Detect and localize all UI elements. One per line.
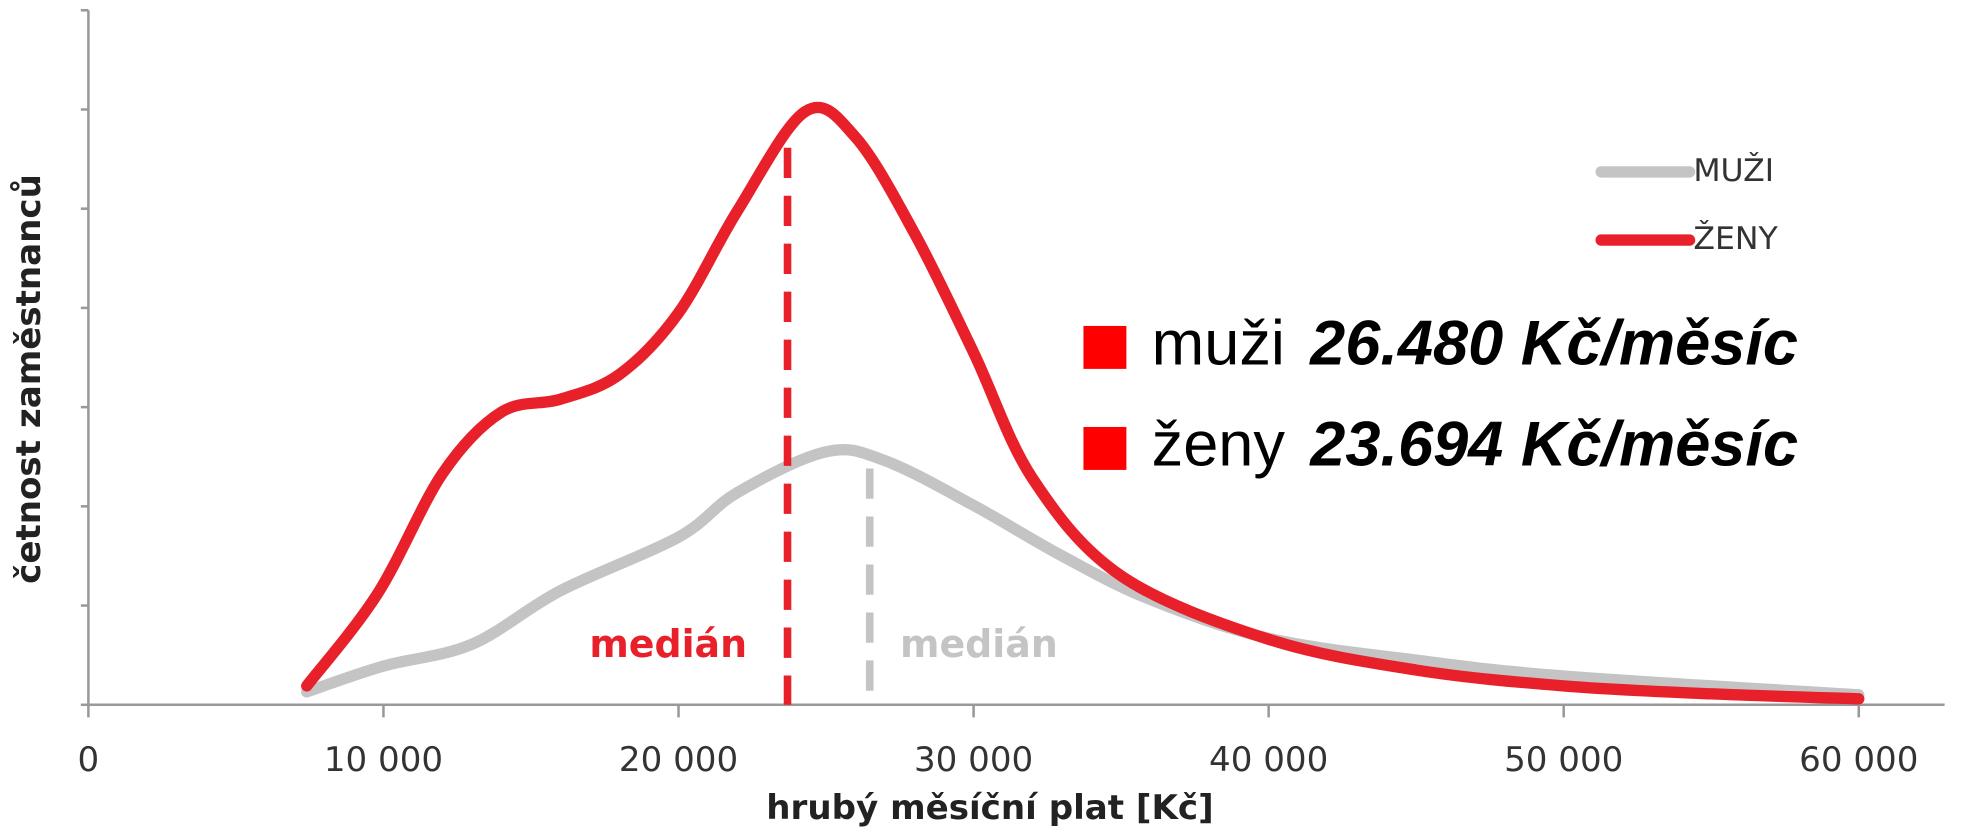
- y-axis-title: četnost zaměstnanců: [9, 174, 49, 584]
- median-label: medián: [589, 622, 747, 666]
- x-tick-label: 0: [78, 740, 100, 780]
- annotation-box: [1083, 325, 1127, 369]
- x-tick-label: 30 000: [914, 740, 1033, 780]
- annotation-value: 26.480 Kč/měsíc: [1309, 308, 1798, 378]
- legend-label: MUŽI: [1693, 151, 1774, 189]
- series-line: [301, 101, 1865, 705]
- x-tick-label: 40 000: [1209, 740, 1328, 780]
- legend-label: ŽENY: [1693, 219, 1778, 257]
- x-tick-label: 60 000: [1799, 740, 1918, 780]
- x-tick-label: 50 000: [1504, 740, 1623, 780]
- annotation-value: 23.694 Kč/měsíc: [1309, 409, 1798, 479]
- series-line: [301, 444, 1865, 701]
- annotation-name: ženy: [1152, 409, 1286, 479]
- annotation: muži 26.480 Kč/měsíc: [1152, 308, 1798, 378]
- annotation: ženy 23.694 Kč/měsíc: [1152, 409, 1798, 479]
- x-tick-label: 10 000: [324, 740, 443, 780]
- x-tick-label: 20 000: [619, 740, 738, 780]
- annotation-name: muži: [1152, 308, 1285, 378]
- x-axis-title: hrubý měsíční plat [Kč]: [766, 788, 1213, 828]
- median-label: medián: [900, 622, 1058, 666]
- annotation-box: [1083, 426, 1127, 470]
